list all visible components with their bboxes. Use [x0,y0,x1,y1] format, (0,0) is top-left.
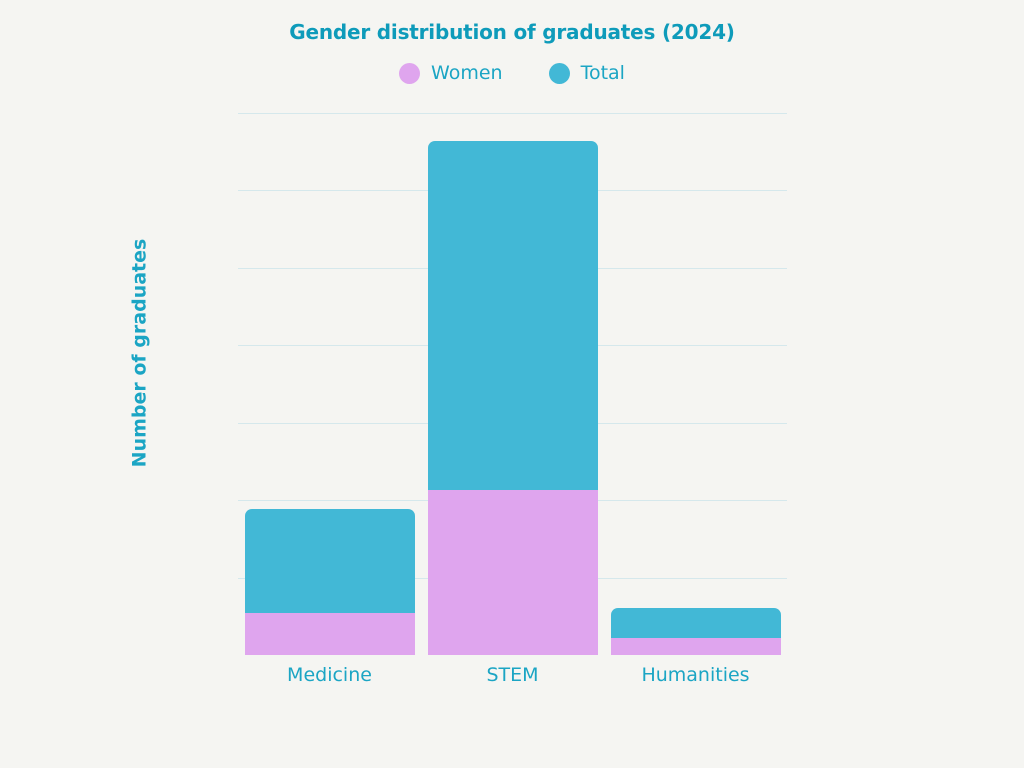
bar-group[interactable] [610,607,781,655]
bar-segment-women[interactable] [610,637,781,655]
bar-segment-women[interactable] [427,490,598,655]
plot-area: 0100200300400500600700MedicineSTEMHumani… [238,113,787,686]
bar-group[interactable] [427,140,598,655]
legend-swatch-women-icon [399,62,421,84]
bar-group[interactable] [244,508,415,655]
chart-title: Gender distribution of graduates (2024) [289,20,735,44]
legend-label-women: Women [431,62,503,84]
gridline [238,113,787,114]
x-axis-tick-label: Medicine [287,664,372,686]
legend-swatch-total-icon [548,62,570,84]
chart-legend: Women Total [0,62,1024,84]
y-axis-title: Number of graduates [121,223,157,483]
legend-item-women[interactable]: Women [399,62,503,84]
bar-segment-women[interactable] [244,613,415,655]
legend-label-total: Total [580,62,625,84]
legend-item-total[interactable]: Total [548,62,625,84]
x-axis-tick-label: Humanities [641,664,750,686]
y-axis-title-text: Number of graduates [128,238,150,468]
x-axis-tick-label: STEM [486,664,539,686]
